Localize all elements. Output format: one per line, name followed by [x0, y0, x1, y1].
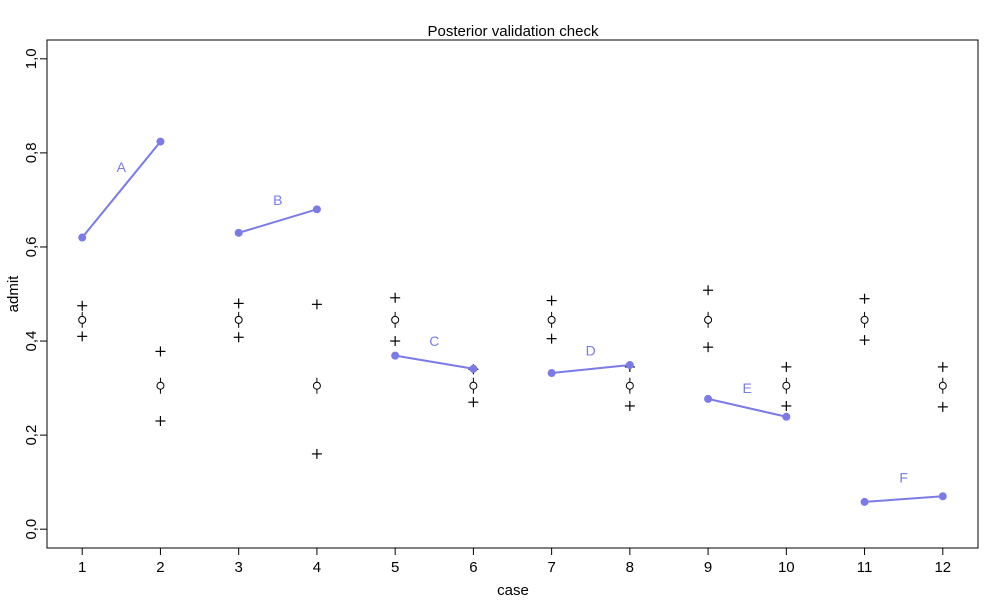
x-tick-label: 10	[778, 559, 795, 576]
group-label-b: B	[273, 192, 282, 208]
observed-line-f	[864, 495, 943, 503]
predicted-mean-point	[78, 315, 87, 324]
x-tick-label: 9	[704, 559, 712, 576]
observed-point	[78, 233, 87, 242]
x-tick-label: 2	[156, 559, 164, 576]
group-label-a: A	[117, 159, 127, 175]
predicted-interval-low	[155, 416, 166, 426]
observed-point	[391, 351, 400, 360]
observed-line-e	[707, 397, 787, 418]
observed-line-a	[81, 140, 162, 239]
predicted-mean-point	[704, 315, 713, 324]
predicted-interval-low	[233, 332, 244, 343]
observed-point	[704, 394, 713, 403]
x-tick-label: 7	[547, 559, 555, 576]
predicted-mean-point	[782, 381, 791, 390]
observed-point	[860, 497, 869, 506]
x-tick-label: 1	[78, 559, 86, 576]
predicted-interval-low	[624, 400, 635, 411]
x-tick-label: 6	[469, 559, 477, 576]
predicted-mean-point	[469, 381, 478, 390]
observed-point	[469, 364, 478, 373]
x-tick-label: 4	[313, 559, 321, 576]
x-axis-label: case	[497, 582, 529, 599]
predicted-interval-high	[390, 292, 401, 303]
predicted-mean-point	[938, 381, 947, 390]
predicted-interval-low	[390, 336, 401, 347]
x-tick-label: 3	[235, 559, 243, 576]
y-tick-label: 0,0	[23, 519, 40, 540]
x-tick-label: 12	[934, 559, 951, 576]
group-label-e: E	[743, 380, 752, 396]
observed-line-b	[238, 208, 318, 234]
x-axis: 1 2 3 4 5 6 7 8 9 10 11 12	[78, 547, 951, 576]
observed-line-d	[551, 364, 630, 375]
y-axis-label: admit	[5, 275, 22, 313]
predicted-interval-high	[937, 361, 948, 372]
y-tick-label: 0,4	[23, 331, 40, 352]
y-tick-label: 0,6	[23, 237, 40, 258]
predicted-interval-high	[546, 295, 557, 306]
predicted-interval-low	[859, 335, 870, 346]
predicted-mean-point	[234, 315, 243, 324]
predicted-interval-low	[546, 333, 557, 344]
x-tick-label: 8	[626, 559, 634, 576]
group-label-d: D	[586, 342, 596, 358]
observed-point	[156, 137, 165, 146]
predicted-interval-low	[781, 400, 792, 411]
predicted-mean-point	[860, 315, 869, 324]
observed-point	[938, 492, 947, 501]
observed-line-c	[394, 354, 474, 370]
predicted-interval-high	[311, 299, 322, 310]
predicted-layer	[77, 285, 948, 459]
y-tick-label: 0,2	[23, 425, 40, 446]
predicted-interval-low	[937, 401, 948, 412]
predicted-mean-point	[625, 381, 634, 390]
group-label-layer: A B C D E F	[117, 159, 908, 485]
observed-point	[625, 361, 634, 370]
group-label-f: F	[899, 469, 908, 485]
predicted-mean-point	[156, 381, 165, 390]
observed-point	[234, 228, 243, 237]
x-tick-label: 5	[391, 559, 399, 576]
predicted-interval-low	[703, 342, 714, 353]
x-tick-label: 11	[857, 559, 873, 576]
y-axis: 0,0 0,2 0,4 0,6 0,8 1,0	[23, 48, 48, 540]
predicted-interval-low	[77, 331, 88, 342]
observed-layer	[78, 137, 947, 506]
group-label-c: C	[429, 333, 439, 349]
plot-frame	[46, 39, 979, 549]
y-tick-label: 1,0	[23, 48, 40, 69]
predicted-interval-low	[311, 448, 322, 459]
y-tick-label: 0,8	[23, 142, 40, 163]
chart-title: Posterior validation check	[428, 23, 599, 40]
predicted-mean-point	[312, 381, 321, 390]
observed-point	[547, 369, 556, 378]
predicted-interval-high	[77, 300, 88, 311]
predicted-interval-high	[703, 285, 714, 296]
observed-point	[312, 205, 321, 214]
predicted-interval-high	[233, 298, 244, 309]
predicted-interval-high	[781, 361, 792, 372]
predicted-interval-high	[859, 293, 870, 304]
predicted-interval-low	[468, 397, 479, 408]
predicted-interval-high	[155, 346, 166, 357]
predicted-mean-point	[547, 315, 556, 324]
predicted-mean-point	[391, 315, 400, 324]
observed-point	[782, 412, 791, 421]
